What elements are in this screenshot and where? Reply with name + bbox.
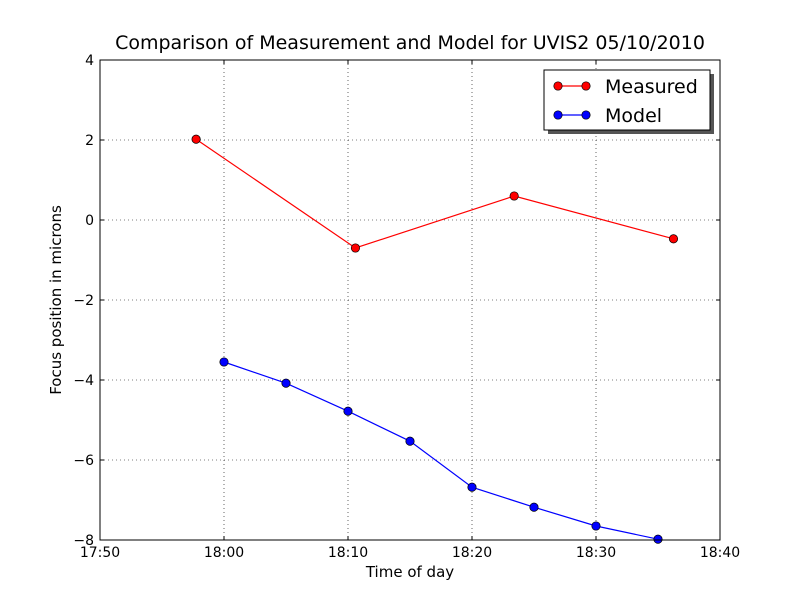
model-data-point xyxy=(653,534,663,544)
y-tick-label: −2 xyxy=(73,293,94,309)
axis-ticks: 17:50 18:00 18:10 18:20 18:30 18:40 4 2 0 −2 −4 −6 −… xyxy=(73,53,740,561)
model-data-point xyxy=(281,378,291,388)
model-series-line xyxy=(223,361,659,540)
x-tick-label: 18:20 xyxy=(452,545,492,561)
model-data-point xyxy=(529,502,539,512)
measured-legend-marker xyxy=(553,81,563,91)
x-axis-label: Time of day xyxy=(365,563,454,581)
model-data-point xyxy=(405,436,415,446)
legend: Measured Model xyxy=(543,69,714,134)
x-tick-label: 18:00 xyxy=(204,545,244,561)
model-data-point xyxy=(343,406,353,416)
x-tick-label: 17:50 xyxy=(80,545,120,561)
y-tick-label: 4 xyxy=(85,53,94,69)
grid-lines xyxy=(100,60,720,540)
chart-title: Comparison of Measurement and Model for … xyxy=(115,32,705,54)
y-tick-label: −6 xyxy=(73,453,94,469)
measured-data-point xyxy=(350,243,360,253)
measured-data-point xyxy=(668,234,679,244)
y-tick-label: 0 xyxy=(85,213,94,229)
y-tick-label: −4 xyxy=(73,373,94,389)
measured-legend-marker xyxy=(581,81,591,91)
model-data-point xyxy=(467,482,477,492)
x-tick-label: 18:40 xyxy=(700,545,740,561)
model-legend-marker xyxy=(581,110,591,120)
measured-data-point xyxy=(191,134,201,144)
model-legend-marker xyxy=(553,110,563,120)
series-layer xyxy=(191,134,679,544)
y-axis-label: Focus position in microns xyxy=(47,205,65,395)
x-tick-label: 18:30 xyxy=(576,545,616,561)
legend-label-measured: Measured xyxy=(605,76,698,98)
legend-box xyxy=(543,69,711,131)
x-tick-label: 18:10 xyxy=(328,545,368,561)
y-tick-label: 2 xyxy=(85,133,94,149)
model-data-point xyxy=(591,521,601,531)
legend-label-model: Model xyxy=(605,105,662,127)
measured-series-line xyxy=(195,138,674,249)
y-tick-label: −8 xyxy=(73,533,94,549)
measured-data-point xyxy=(509,191,519,201)
model-data-point xyxy=(219,357,229,367)
